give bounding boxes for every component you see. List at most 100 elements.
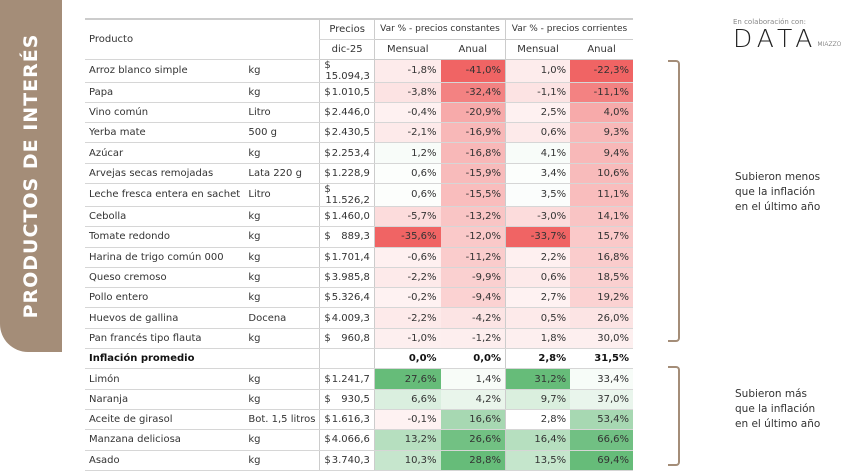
product-name: Asado: [85, 450, 245, 471]
header-corrientes: Var % - precios corrientes: [505, 19, 633, 40]
price-value: 1.701,4: [331, 251, 370, 263]
price-value: 1.241,7: [331, 373, 370, 385]
variation-cell: 9,7%: [505, 389, 571, 410]
price-cell: $2.430,5: [319, 122, 375, 144]
price-value: 5.326,4: [331, 292, 370, 304]
table-row: Harina de trigo común 000 kg $1.701,4 -0,…: [85, 247, 633, 268]
variation-cell: 1,8%: [505, 328, 571, 350]
variation-cell: 69,4%: [570, 450, 633, 471]
product-unit: kg: [244, 429, 320, 451]
product-unit: 500 g: [244, 122, 320, 144]
product-name: Queso cremoso: [85, 267, 245, 289]
product-name: Vino común: [85, 102, 245, 124]
product-unit: kg: [244, 206, 320, 228]
currency-sign: $: [324, 393, 331, 405]
price-value: 2.446,0: [331, 106, 370, 118]
price-cell: $3.740,3: [319, 450, 375, 471]
variation-cell: 2,2%: [505, 247, 571, 268]
currency-sign: $: [324, 251, 331, 263]
table-row: Cebolla kg $1.460,0 -5,7% -13,2% -3,0% 14,1%: [85, 206, 633, 228]
logo-caption: En colaboración con:: [733, 18, 807, 26]
variation-cell: 19,2%: [570, 287, 633, 309]
variation-cell: 2,5%: [505, 102, 571, 124]
variation-cell: 3,4%: [505, 163, 571, 184]
product-unit: Litro: [244, 183, 320, 207]
product-name: Azúcar: [85, 142, 245, 164]
table-row: Leche fresca entera en sachet Litro $11.…: [85, 183, 633, 207]
variation-cell: 2,8%: [505, 409, 571, 431]
product-unit: kg: [244, 142, 320, 164]
product-unit: kg: [244, 247, 320, 268]
variation-cell: 9,4%: [570, 142, 633, 164]
table-row: Limón kg $1.241,7 27,6% 1,4% 31,2% 33,4%: [85, 368, 633, 390]
variation-cell: -20,9%: [440, 102, 506, 124]
variation-cell: 1,2%: [374, 142, 441, 164]
inflation-value: 0,0%: [440, 348, 506, 370]
variation-cell: 3,5%: [505, 183, 571, 207]
variation-cell: 1,4%: [440, 368, 506, 390]
currency-sign: $: [324, 183, 331, 195]
product-unit: kg: [244, 59, 320, 83]
inflation-value: 2,8%: [505, 348, 571, 370]
variation-cell: 0,5%: [505, 307, 571, 329]
product-name: Limón: [85, 368, 245, 390]
header-anual-corr: Anual: [570, 39, 633, 60]
variation-cell: 16,6%: [440, 409, 506, 431]
note-line: que la inflación: [735, 186, 816, 198]
table-row: Manzana deliciosa kg $4.066,6 13,2% 26,6% 1…: [85, 429, 633, 451]
table-row: Arvejas secas remojadas Lata 220 g $1.22…: [85, 163, 633, 184]
variation-cell: 37,0%: [570, 389, 633, 410]
variation-cell: 14,1%: [570, 206, 633, 228]
table-row: Naranja kg $930,5 6,6% 4,2% 9,7% 37,0%: [85, 389, 633, 410]
product-name: Tomate redondo: [85, 226, 245, 248]
currency-sign: $: [324, 414, 331, 426]
variation-cell: 11,1%: [570, 183, 633, 207]
variation-cell: -2,2%: [374, 267, 441, 289]
currency-sign: $: [324, 167, 331, 179]
product-name: Huevos de gallina: [85, 307, 245, 329]
side-title: PRODUCTOS DE INTERÉS: [20, 33, 42, 319]
variation-cell: -33,7%: [505, 226, 571, 248]
currency-sign: $: [324, 292, 331, 304]
price-cell: $1.616,3: [319, 409, 375, 431]
product-unit: Lata 220 g: [244, 163, 320, 184]
variation-cell: -0,1%: [374, 409, 441, 431]
variation-cell: 0,6%: [374, 163, 441, 184]
variation-cell: 16,4%: [505, 429, 571, 451]
price-cell: [319, 348, 375, 370]
variation-cell: -9,4%: [440, 287, 506, 309]
note-line: en el último año: [735, 201, 821, 213]
note-top: Subieron menos que la inflación en el últi…: [735, 170, 820, 215]
variation-cell: 1,0%: [505, 59, 571, 83]
price-value: 889,3: [341, 231, 370, 243]
variation-cell: -11,2%: [440, 247, 506, 268]
note-line: Subieron más: [735, 388, 807, 400]
price-value: 2.430,5: [331, 127, 370, 139]
variation-cell: 6,6%: [374, 389, 441, 410]
currency-sign: $: [324, 434, 331, 446]
product-name: Manzana deliciosa: [85, 429, 245, 451]
price-cell: $1.010,5: [319, 82, 375, 103]
variation-cell: -11,1%: [570, 82, 633, 103]
variation-cell: 15,7%: [570, 226, 633, 248]
price-value: 4.009,3: [331, 312, 370, 324]
variation-cell: -9,9%: [440, 267, 506, 289]
variation-cell: -2,2%: [374, 307, 441, 329]
product-name: Naranja: [85, 389, 245, 410]
price-value: 930,5: [341, 393, 370, 405]
variation-cell: 13,2%: [374, 429, 441, 451]
price-cell: $2.253,4: [319, 142, 375, 164]
variation-cell: -1,2%: [440, 328, 506, 350]
variation-cell: 28,8%: [440, 450, 506, 471]
price-value: 1.460,0: [331, 211, 370, 223]
price-cell: $1.460,0: [319, 206, 375, 228]
product-name: Arvejas secas remojadas: [85, 163, 245, 184]
table-row: Azúcar kg $2.253,4 1,2% -16,8% 4,1% 9,4%: [85, 142, 633, 164]
product-unit: Bot. 1,5 litros: [244, 409, 320, 431]
variation-cell: -4,2%: [440, 307, 506, 329]
variation-cell: -0,2%: [374, 287, 441, 309]
note-line: en el último año: [735, 418, 821, 430]
variation-cell: 0,6%: [505, 122, 571, 144]
price-value: 1.228,9: [331, 167, 370, 179]
price-cell: $1.228,9: [319, 163, 375, 184]
